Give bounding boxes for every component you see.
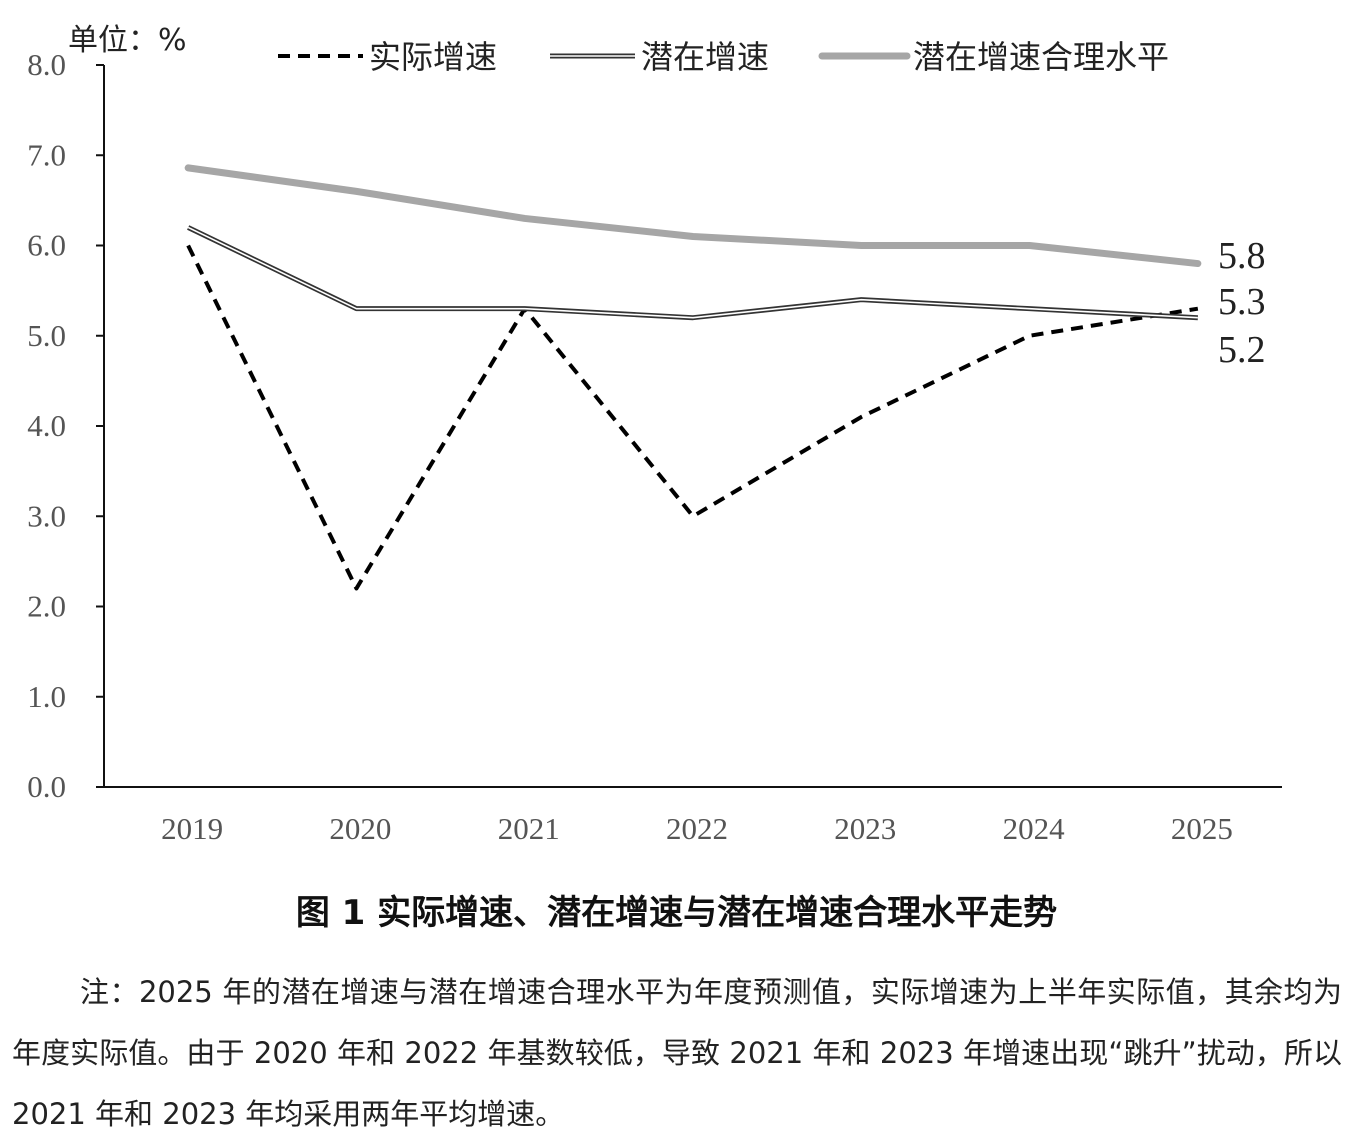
y-tick-label: 6.0 [27,228,66,263]
series-line-reasonable-level [184,164,1202,268]
line-chart: 单位：% 实际增速 潜在增速 潜在增速合理水平 0.0 1.0 2.0 3.0 4.0 5.0… [27,23,1282,846]
series-line-actual [186,244,1199,591]
legend-label: 潜在增速 [641,38,769,76]
x-tick-label: 2021 [498,811,560,846]
x-tick-label: 2020 [329,811,391,846]
y-tick-label: 5.0 [27,318,66,353]
series-layer [184,164,1202,591]
figure-note: 注：2025 年的潜在增速与潜在增速合理水平为年度预测值，实际增速为上半年实际值… [12,975,1342,1131]
y-tick-label: 4.0 [27,408,66,443]
end-value-label: 5.8 [1218,235,1266,277]
x-tick-label: 2025 [1171,811,1233,846]
end-value-label: 5.3 [1218,281,1266,323]
end-value-label: 5.2 [1218,329,1266,371]
y-tick-label: 2.0 [27,589,66,624]
axes: 0.0 1.0 2.0 3.0 4.0 5.0 6.0 7.0 8.0 2019 2020 2021 2… [27,47,1282,846]
legend-label: 实际增速 [369,38,497,76]
y-tick-label: 1.0 [27,679,66,714]
x-tick-label: 2023 [834,811,896,846]
end-labels: 5.3 5.2 5.8 [1218,235,1266,371]
x-tick-label: 2022 [666,811,728,846]
series-line-potential-inner [187,226,1198,319]
x-tick-label: 2024 [1003,811,1066,846]
y-tick-label: 0.0 [27,769,66,804]
unit-label: 单位：% [68,23,187,58]
legend: 实际增速 潜在增速 潜在增速合理水平 [278,38,1169,76]
y-tick-label: 8.0 [27,47,66,82]
series-line-potential-outer [187,225,1198,321]
legend-label: 潜在增速合理水平 [913,38,1169,76]
y-tick-label: 7.0 [27,137,66,172]
figure-caption: 图 1 实际增速、潜在增速与潜在增速合理水平走势 [295,893,1058,933]
x-tick-label: 2019 [161,811,223,846]
y-tick-label: 3.0 [27,498,66,533]
